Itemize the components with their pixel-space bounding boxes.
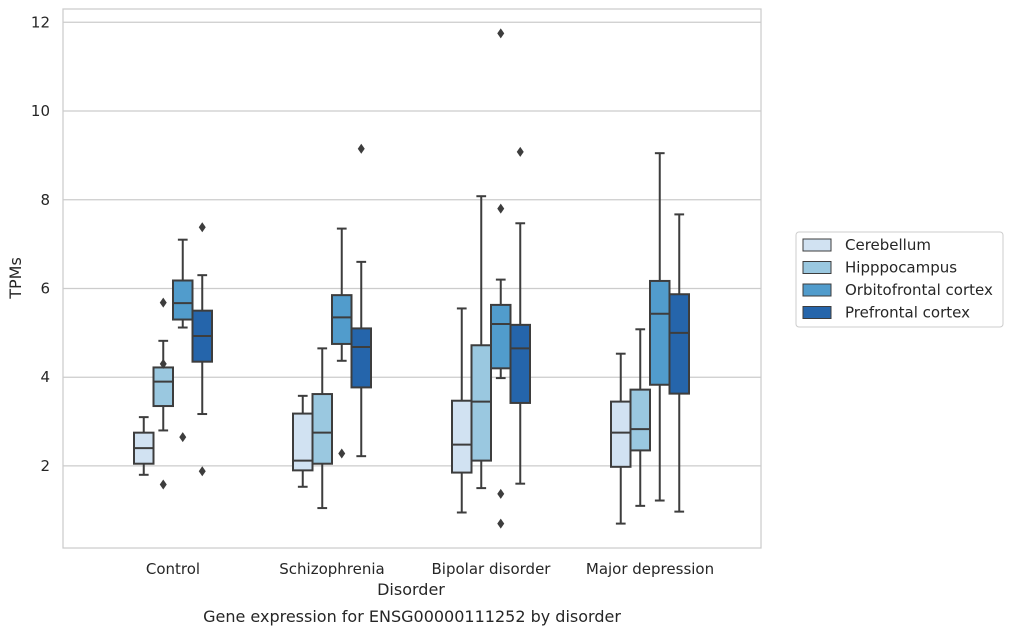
outlier-point bbox=[159, 358, 167, 369]
box-1-1 bbox=[311, 347, 333, 510]
box-iqr bbox=[172, 279, 194, 321]
y-tick-label: 6 bbox=[40, 279, 50, 297]
box-0-2 bbox=[451, 307, 473, 514]
y-tick-label: 12 bbox=[31, 13, 50, 31]
legend-swatch bbox=[802, 261, 832, 274]
legend-swatch bbox=[802, 238, 832, 252]
box-1-0 bbox=[152, 297, 174, 490]
outlier-point bbox=[357, 143, 365, 154]
legend-swatch bbox=[802, 306, 832, 319]
box-iqr bbox=[470, 344, 492, 462]
outlier-point bbox=[198, 222, 206, 233]
x-tick-label: Schizophrenia bbox=[279, 560, 384, 578]
x-tick-label: Major depression bbox=[586, 560, 714, 578]
box-iqr bbox=[649, 279, 671, 386]
box-iqr bbox=[490, 303, 512, 370]
box-2-2 bbox=[490, 28, 512, 529]
box-1-3 bbox=[629, 328, 651, 507]
box-3-1 bbox=[350, 143, 372, 458]
outlier-point bbox=[497, 488, 505, 499]
x-tick-label: Bipolar disorder bbox=[432, 560, 552, 578]
x-axis-ticks: Control Schizophrenia Bipolar disorder Majo… bbox=[146, 560, 714, 578]
box-plot-series bbox=[133, 28, 690, 529]
box-iqr bbox=[629, 388, 651, 452]
box-3-0 bbox=[191, 222, 213, 477]
box-iqr bbox=[311, 393, 333, 465]
box-0-3 bbox=[610, 352, 632, 525]
box-3-2 bbox=[509, 146, 531, 485]
plot-frame bbox=[62, 8, 762, 549]
y-tick-label: 4 bbox=[40, 368, 50, 386]
box-iqr bbox=[610, 400, 632, 468]
outlier-point bbox=[497, 203, 505, 214]
box-2-3 bbox=[649, 152, 671, 502]
y-axis-ticks: 2 4 6 8 10 12 bbox=[31, 13, 50, 475]
legend-label: Orbitofrontal cortex bbox=[845, 281, 993, 299]
legend: Cerebellum Hipppocampus Orbitofrontal cort… bbox=[795, 231, 1004, 328]
y-axis-label: TPMs bbox=[6, 257, 25, 300]
box-0-1 bbox=[292, 394, 314, 488]
legend-label: Cerebellum bbox=[845, 236, 931, 254]
legend-label: Prefrontal cortex bbox=[845, 304, 970, 322]
box-3-3 bbox=[668, 213, 690, 513]
box-iqr bbox=[451, 399, 473, 474]
outlier-point bbox=[497, 28, 505, 39]
y-tick-label: 10 bbox=[31, 102, 50, 120]
legend-label: Hipppocampus bbox=[845, 259, 957, 277]
legend-frame bbox=[795, 231, 1004, 328]
box-0-0 bbox=[133, 416, 155, 476]
outlier-point bbox=[338, 448, 346, 459]
box-1-2 bbox=[470, 195, 492, 490]
outlier-point bbox=[198, 466, 206, 477]
y-tick-label: 8 bbox=[40, 191, 50, 209]
x-axis-label: Disorder bbox=[377, 580, 445, 599]
outlier-point bbox=[497, 518, 505, 529]
outlier-point bbox=[516, 146, 524, 157]
legend-swatch bbox=[802, 283, 832, 297]
box-iqr bbox=[509, 323, 531, 404]
y-tick-label: 2 bbox=[40, 457, 50, 475]
box-2-0 bbox=[172, 238, 194, 443]
outlier-point bbox=[179, 432, 187, 443]
outlier-point bbox=[159, 479, 167, 490]
box-iqr bbox=[152, 366, 174, 408]
box-iqr bbox=[668, 293, 690, 395]
box-iqr bbox=[331, 294, 353, 345]
box-iqr bbox=[292, 412, 314, 472]
outlier-point bbox=[159, 297, 167, 308]
box-iqr bbox=[350, 327, 372, 389]
chart-caption: Gene expression for ENSG00000111252 by d… bbox=[203, 607, 621, 626]
x-tick-label: Control bbox=[146, 560, 200, 578]
box-2-1 bbox=[331, 227, 353, 459]
